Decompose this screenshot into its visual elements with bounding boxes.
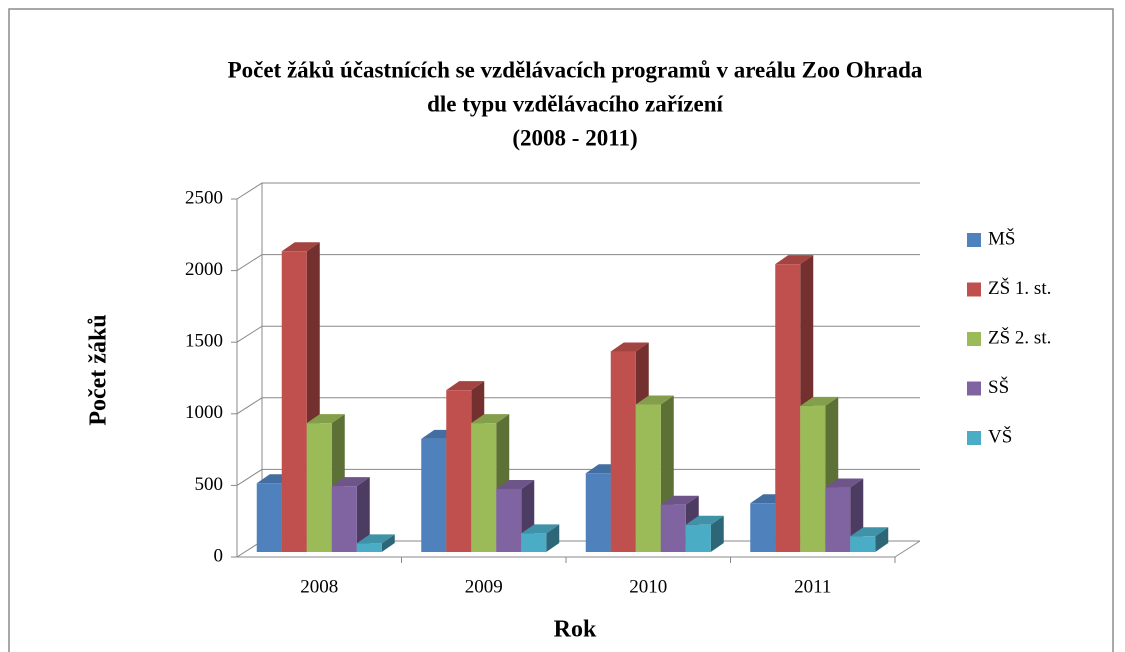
- grid-line: [236, 468, 920, 486]
- bar-face: [585, 473, 611, 552]
- y-tick-label: 2000: [185, 259, 223, 280]
- chart-title: (2008 - 2011): [512, 125, 637, 150]
- bar-face: [775, 255, 814, 265]
- x-tick-label: 2009: [465, 576, 503, 597]
- bar-face: [496, 479, 535, 489]
- chart-title: dle typu vzdělávacího zařízení: [427, 91, 723, 116]
- bar-face: [356, 534, 395, 544]
- y-tick-label: 2500: [185, 187, 223, 208]
- x-tick-label: 2010: [629, 576, 667, 597]
- bar-face: [800, 396, 839, 406]
- bar-face: [356, 477, 370, 552]
- legend-swatch: [967, 282, 981, 297]
- bar-face: [660, 495, 699, 505]
- legend-swatch: [967, 381, 981, 396]
- bar: [331, 477, 370, 552]
- bar-face: [331, 477, 370, 487]
- bar-face: [256, 483, 282, 552]
- y-axis-label: Počet žáků: [86, 314, 112, 425]
- bar-face: [496, 488, 522, 552]
- grid-line: [236, 182, 920, 200]
- bar-face: [471, 423, 497, 552]
- bar-face: [610, 342, 649, 352]
- bar-face: [825, 487, 851, 552]
- bar-face: [446, 381, 485, 391]
- bar-face: [800, 405, 826, 552]
- axis-line: [894, 540, 921, 558]
- grid-line: [236, 325, 920, 343]
- grid-line: [236, 397, 920, 415]
- legend-label: ZŠ 2. st.: [988, 326, 1051, 348]
- legend-label: SŠ: [988, 376, 1009, 398]
- bar-face: [850, 527, 889, 537]
- bar-face: [610, 351, 636, 552]
- bar: [356, 534, 395, 552]
- legend-swatch: [967, 431, 981, 445]
- bar-face: [546, 524, 560, 552]
- bar-face: [381, 534, 395, 552]
- legend-label: MŠ: [988, 227, 1015, 249]
- x-tick-label: 2011: [794, 576, 831, 597]
- y-tick-label: 1000: [185, 402, 223, 423]
- bar-face: [331, 486, 357, 552]
- bar-face: [471, 414, 510, 424]
- x-axis-label: Rok: [554, 617, 597, 643]
- bar-face: [635, 404, 661, 552]
- bar: [521, 524, 560, 552]
- bar-face: [750, 503, 776, 552]
- bar-face: [660, 504, 686, 552]
- legend-swatch: [967, 332, 981, 346]
- bar-face: [850, 536, 876, 552]
- legend-label: VŠ: [988, 425, 1012, 447]
- legend-label: ZŠ 1. st.: [988, 277, 1051, 299]
- frame: [8, 8, 1114, 652]
- bar-face: [306, 423, 332, 552]
- bar: [685, 515, 724, 552]
- bar-face: [421, 438, 447, 552]
- grid-line: [236, 254, 920, 272]
- bar-face: [775, 264, 801, 552]
- bar-face: [521, 533, 547, 552]
- bar-face: [306, 414, 345, 424]
- bar-face: [281, 251, 307, 552]
- bar: [850, 527, 889, 552]
- bar-face: [281, 242, 320, 252]
- y-tick-label: 500: [195, 474, 224, 495]
- bar-face: [446, 390, 472, 552]
- bar-face: [356, 543, 382, 552]
- bar-face: [710, 515, 724, 552]
- bar-face: [521, 524, 560, 534]
- bar: [281, 242, 320, 552]
- chart-title: Počet žáků účastnících se vzdělávacích p…: [228, 57, 923, 82]
- bar-face: [875, 527, 889, 552]
- y-tick-label: 0: [214, 545, 224, 566]
- bar-face: [685, 515, 724, 525]
- bar-face: [635, 395, 674, 405]
- bar-face: [825, 478, 864, 488]
- y-tick-label: 1500: [185, 331, 223, 352]
- x-tick-label: 2008: [300, 576, 338, 597]
- legend-swatch: [967, 233, 981, 247]
- bar-face: [685, 524, 711, 552]
